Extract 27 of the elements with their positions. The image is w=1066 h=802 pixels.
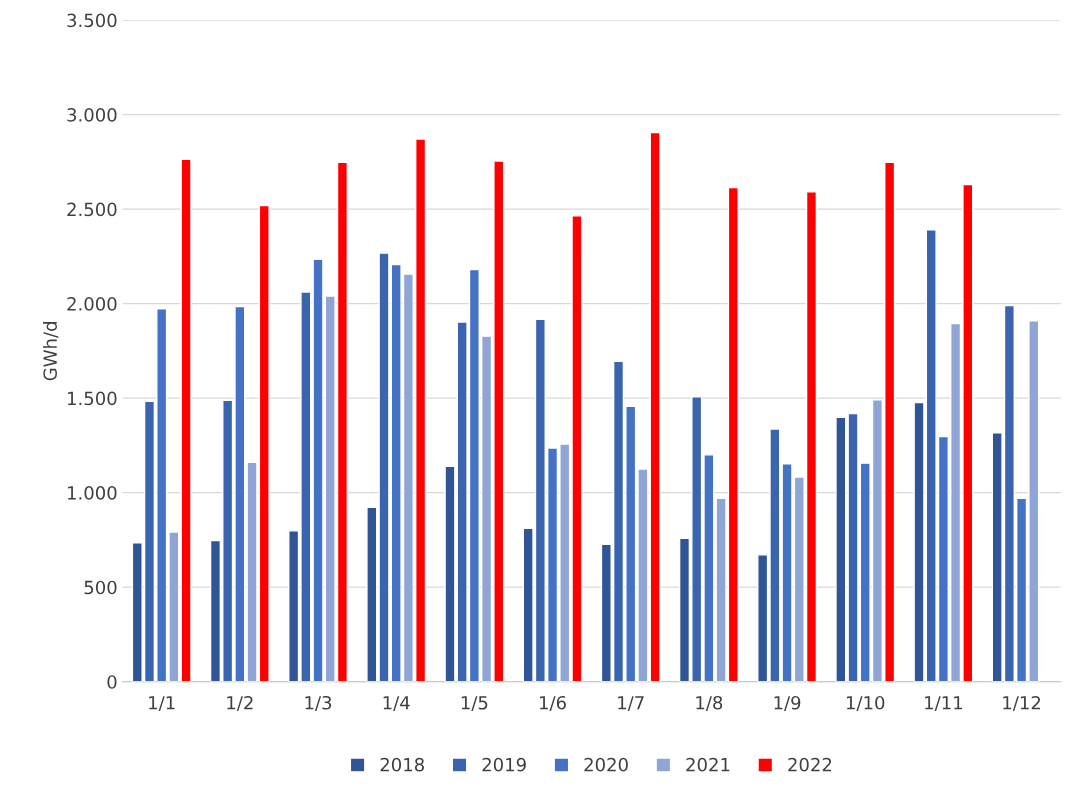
y-axis-title: GWh/d — [43, 322, 59, 381]
x-tick-label: 1/4 — [383, 696, 410, 711]
y-tick-label: 0 — [107, 675, 117, 689]
x-tick-label: 1/7 — [618, 696, 644, 711]
legend-label: 2020 — [584, 757, 628, 772]
y-tick-label: 3.000 — [67, 108, 117, 122]
x-tick-label: 1/1 — [149, 696, 175, 711]
y-tick-label: 2.500 — [67, 202, 117, 217]
y-tick-label: 1.500 — [68, 391, 117, 406]
x-tick-label: 1/11 — [925, 696, 963, 711]
x-tick-label: 1/9 — [774, 695, 801, 711]
x-tick-label: 1/10 — [846, 695, 885, 711]
y-tick-label: 3.500 — [67, 13, 117, 28]
legend-label: 2022 — [788, 757, 832, 772]
legend-label: 2021 — [686, 757, 730, 772]
x-tick-label: 1/12 — [1003, 695, 1041, 711]
legend-label: 2019 — [482, 757, 526, 772]
x-tick-label: 1/3 — [305, 695, 332, 711]
legend-label: 2018 — [380, 757, 424, 772]
y-tick-label: 2.000 — [67, 297, 117, 311]
x-tick-label: 1/5 — [461, 696, 488, 711]
x-tick-label: 1/2 — [227, 695, 253, 711]
y-tick-label: 500 — [84, 580, 117, 595]
y-tick-label: 1.000 — [68, 486, 117, 500]
x-tick-label: 1/6 — [540, 695, 566, 711]
x-tick-label: 1/8 — [696, 695, 723, 711]
bar — [649, 131, 661, 682]
